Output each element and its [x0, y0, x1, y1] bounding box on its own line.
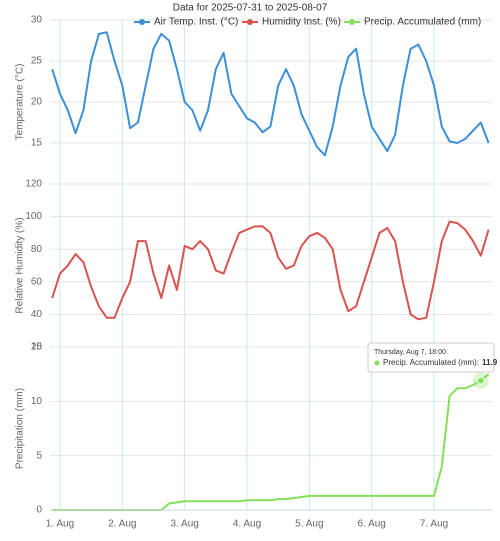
y-tick-label: 20: [31, 342, 43, 353]
y-axis-label: Temperature (°C): [15, 64, 26, 141]
legend-marker: [247, 19, 253, 25]
y-tick-label: 30: [31, 15, 43, 26]
tooltip-marker: [374, 360, 380, 366]
tooltip-box: [367, 342, 495, 373]
legend-label: Humidity Inst. (%): [262, 17, 341, 28]
tooltip-value: 11.9: [482, 358, 498, 367]
tooltip-label: Precip. Accumulated (mm):: [383, 358, 479, 367]
x-tick-label: 1. Aug: [46, 519, 74, 530]
x-tick-label: 5. Aug: [295, 519, 323, 530]
legend-marker: [349, 19, 355, 25]
legend-marker: [139, 19, 145, 25]
y-tick-label: 5: [36, 450, 42, 461]
tooltip-title: Thursday, Aug 7, 18:00: [374, 349, 446, 356]
y-tick-label: 20: [31, 97, 43, 108]
y-tick-label: 80: [31, 244, 43, 255]
tooltip-text: Precip. Accumulated (mm): 11.9: [383, 358, 498, 367]
y-tick-label: 0: [36, 505, 42, 516]
y-axis-label: Relative Humidity (%): [15, 217, 26, 313]
x-tick-label: 4. Aug: [233, 519, 261, 530]
hover-point: [476, 376, 485, 385]
x-tick-label: 7. Aug: [420, 519, 448, 530]
x-tick-label: 3. Aug: [170, 519, 198, 530]
legend-label: Precip. Accumulated (mm): [364, 17, 481, 28]
legend-label: Air Temp. Inst. (°C): [154, 17, 238, 28]
y-tick-label: 100: [25, 211, 42, 222]
y-axis-label: Precipitation (mm): [15, 388, 26, 469]
y-tick-label: 15: [31, 342, 43, 353]
y-tick-label: 25: [31, 56, 43, 67]
chart-title: Data for 2025-07-31 to 2025-08-07: [173, 3, 328, 14]
y-tick-label: 40: [31, 309, 43, 320]
x-tick-label: 2. Aug: [108, 519, 136, 530]
x-tick-label: 6. Aug: [358, 519, 386, 530]
series-line: [51, 220, 490, 321]
y-tick-label: 15: [31, 138, 43, 149]
y-tick-label: 10: [31, 396, 43, 407]
y-tick-label: 60: [31, 276, 43, 287]
series-line: [51, 31, 490, 157]
y-tick-label: 120: [25, 179, 42, 190]
